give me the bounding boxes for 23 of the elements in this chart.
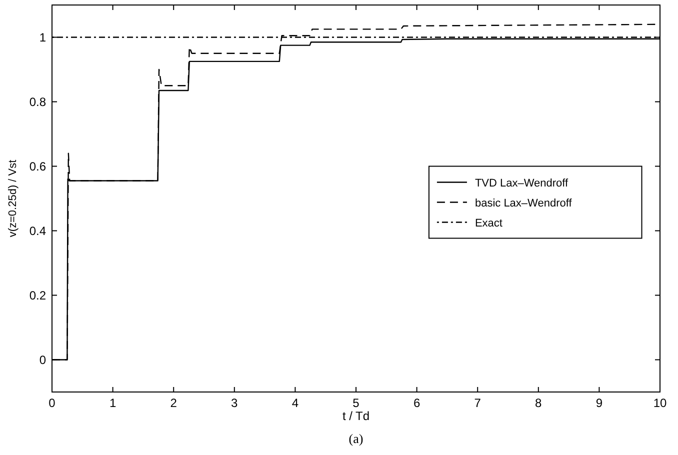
y-tick-label: 0.2 [29,288,46,302]
x-axis-title: t / Td [342,409,370,423]
x-tick-label: 3 [231,396,238,410]
x-tick-label: 0 [48,396,56,410]
x-tick-label: 9 [596,396,603,410]
text: (a) [348,431,364,446]
legend-label: Exact [474,217,502,230]
y-tick-label: 0 [39,352,46,367]
x-tick-label: 1 [109,396,116,410]
x-tick-label: 2 [170,396,178,410]
legend-label: TVD Lax–Wendroff [474,177,570,190]
x-tick-label: 4 [292,396,299,410]
x-tick-label: 8 [535,396,542,410]
y-tick-label: 0.4 [29,224,46,238]
x-tick-label: 6 [413,396,420,410]
y-axis-title: v(z=0.25d) / Vst [7,160,19,238]
y-tick-label: 0.8 [29,94,46,109]
y-tick-label: 1 [39,30,46,44]
x-tick-label: 7 [474,396,482,410]
x-tick-label: 10 [653,396,667,410]
legend-label: basic Lax–Wendroff [474,197,573,210]
y-tick-label: 0.6 [29,159,46,174]
x-tick-label: 5 [352,396,360,410]
